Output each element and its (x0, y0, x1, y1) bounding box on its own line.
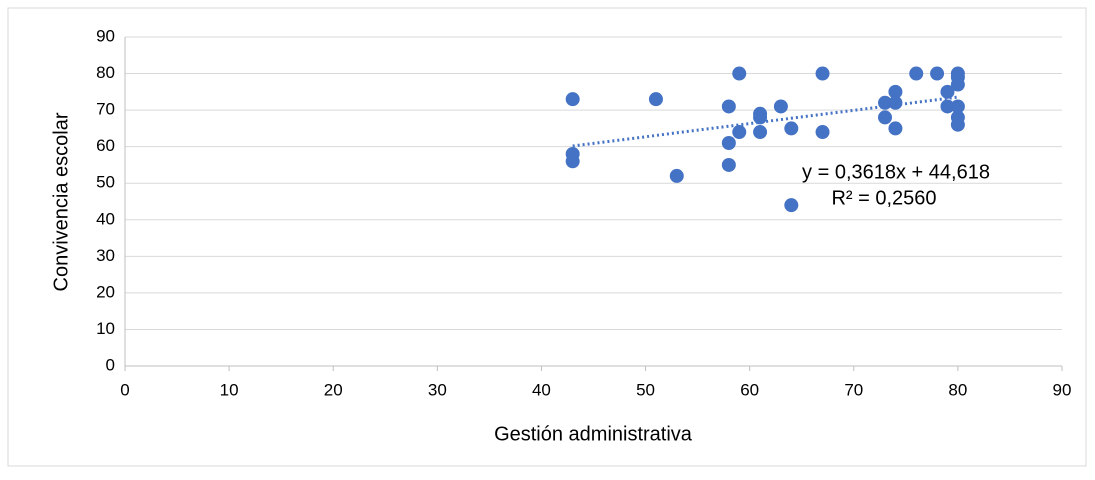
x-tick-label: 50 (636, 380, 655, 399)
y-tick-label: 10 (96, 319, 115, 338)
y-tick-label: 90 (96, 26, 115, 45)
y-tick-label: 60 (96, 136, 115, 155)
point (721, 157, 736, 172)
point (909, 66, 924, 81)
trendline-r2: R² = 0,2560 (831, 187, 936, 209)
point (773, 99, 788, 114)
point (732, 125, 747, 140)
y-tick-label: 70 (96, 100, 115, 119)
point (815, 66, 830, 81)
point (721, 136, 736, 151)
x-tick-label: 70 (844, 380, 863, 399)
point (784, 198, 799, 213)
point (648, 92, 663, 107)
trendline-equation: y = 0,3618x + 44,618 (802, 161, 990, 183)
x-tick-label: 0 (120, 380, 129, 399)
x-tick-label: 30 (428, 380, 447, 399)
y-tick-label: 30 (96, 246, 115, 265)
point (888, 84, 903, 99)
point (753, 110, 768, 125)
point (930, 66, 945, 81)
point (940, 84, 955, 99)
point (950, 99, 965, 114)
y-axis-title: Convivencia escolar (50, 112, 72, 291)
point (565, 92, 580, 107)
point (669, 168, 684, 183)
point (732, 66, 747, 81)
point (950, 77, 965, 92)
x-tick-label: 80 (948, 380, 967, 399)
x-tick-label: 10 (220, 380, 239, 399)
x-tick-label: 40 (532, 380, 551, 399)
point (784, 121, 799, 136)
point (753, 125, 768, 140)
y-tick-label: 40 (96, 209, 115, 228)
y-tick-label: 0 (106, 355, 115, 374)
point (888, 121, 903, 136)
chart-border (7, 7, 1087, 467)
point (940, 99, 955, 114)
x-tick-label: 20 (324, 380, 343, 399)
point (950, 117, 965, 132)
point (888, 95, 903, 110)
x-axis-title: Gestión administrativa (494, 423, 693, 445)
point (815, 125, 830, 140)
point (878, 110, 893, 125)
y-tick-label: 20 (96, 282, 115, 301)
point (565, 154, 580, 169)
x-tick-label: 90 (1053, 380, 1072, 399)
x-tick-label: 60 (740, 380, 759, 399)
y-tick-label: 50 (96, 173, 115, 192)
y-tick-label: 80 (96, 63, 115, 82)
point (721, 99, 736, 114)
